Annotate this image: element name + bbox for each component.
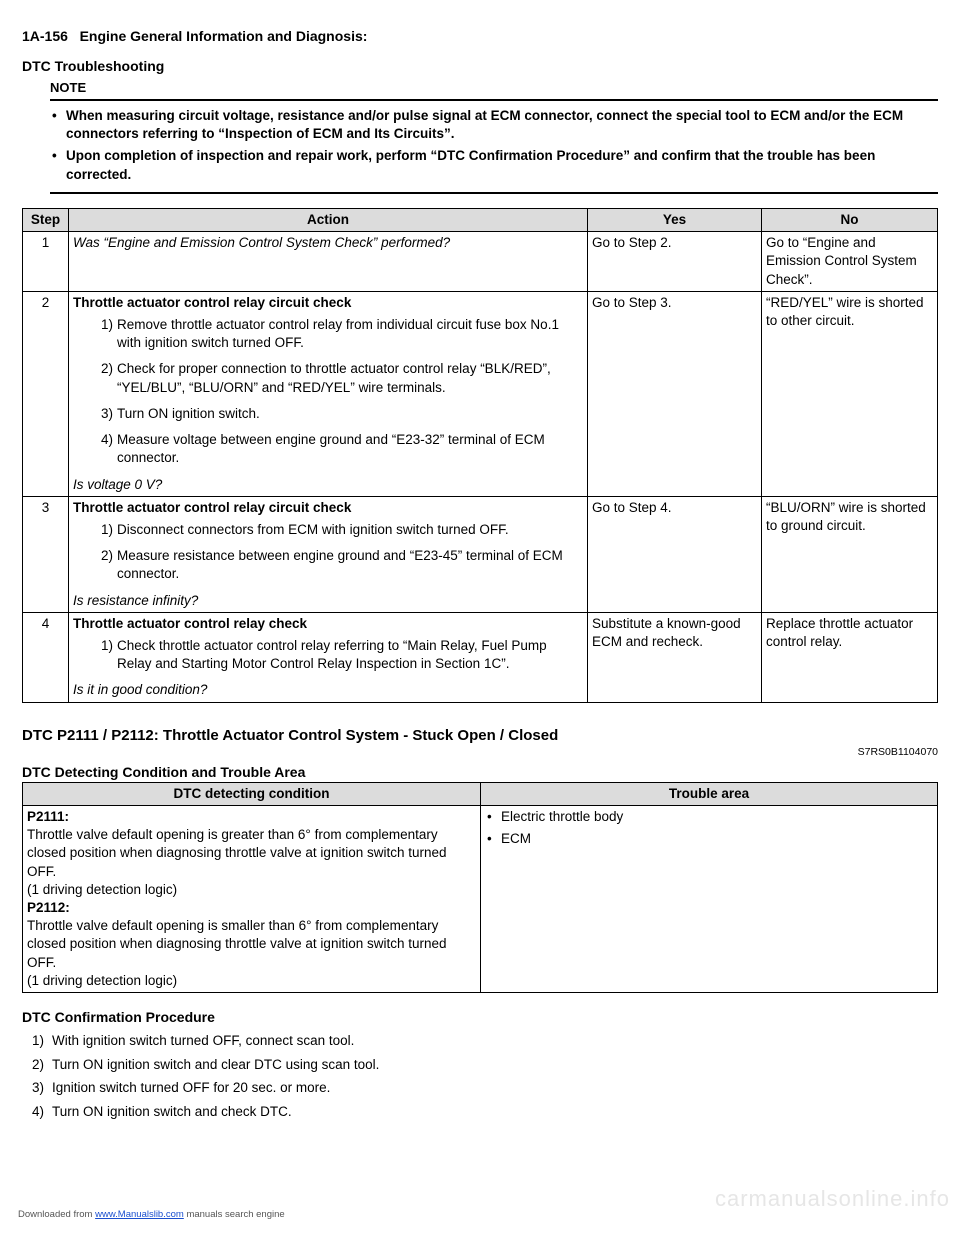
trouble-area-cell: Electric throttle body ECM [481, 805, 938, 992]
note-block: NOTE When measuring circuit voltage, res… [50, 80, 938, 194]
trouble-area-item: Electric throttle body [485, 808, 933, 826]
action-title: Throttle actuator control relay circuit … [73, 294, 583, 312]
confirm-text: Ignition switch turned OFF for 20 sec. o… [52, 1080, 330, 1095]
col-trouble-area: Trouble area [481, 782, 938, 805]
footer-link[interactable]: www.Manualslib.com [95, 1209, 184, 1220]
note-label: NOTE [50, 80, 938, 95]
action-title: Throttle actuator control relay check [73, 615, 583, 633]
col-step: Step [23, 208, 69, 231]
step-cell: 4 [23, 612, 69, 702]
table-row: P2111: Throttle valve default opening is… [23, 805, 938, 992]
substep-text: Check for proper connection to throttle … [117, 361, 551, 394]
table-row: Step Action Yes No [23, 208, 938, 231]
table-row: 1 Was “Engine and Emission Control Syste… [23, 232, 938, 292]
action-substeps: 1Disconnect connectors from ECM with ign… [73, 521, 583, 584]
substep: 1Check throttle actuator control relay r… [91, 637, 583, 673]
col-no: No [762, 208, 938, 231]
substep-text: Measure voltage between engine ground an… [117, 432, 545, 465]
no-cell: Go to “Engine and Emission Control Syste… [762, 232, 938, 292]
action-cell: Throttle actuator control relay check 1C… [69, 612, 588, 702]
p2111-logic: (1 driving detection logic) [27, 881, 476, 899]
page-id: 1A-156 [22, 28, 68, 44]
substep: 2Check for proper connection to throttle… [91, 360, 583, 396]
confirm-item: 3)Ignition switch turned OFF for 20 sec.… [32, 1078, 938, 1098]
col-action: Action [69, 208, 588, 231]
table-row: 4 Throttle actuator control relay check … [23, 612, 938, 702]
page-title: Engine General Information and Diagnosis… [80, 28, 368, 44]
substep: 1Remove throttle actuator control relay … [91, 316, 583, 352]
substep-text: Measure resistance between engine ground… [117, 548, 563, 581]
action-question: Was “Engine and Emission Control System … [73, 235, 450, 250]
note-item: When measuring circuit voltage, resistan… [52, 107, 936, 143]
trouble-area-list: Electric throttle body ECM [485, 808, 933, 848]
note-rule-top [50, 99, 938, 101]
confirm-item: 4)Turn ON ignition switch and check DTC. [32, 1102, 938, 1122]
substep: 2Measure resistance between engine groun… [91, 547, 583, 583]
dtc-condition-table: DTC detecting condition Trouble area P21… [22, 782, 938, 993]
step-cell: 2 [23, 291, 69, 496]
p2112-logic: (1 driving detection logic) [27, 972, 476, 990]
note-rule-bottom [50, 192, 938, 194]
confirm-item: 1)With ignition switch turned OFF, conne… [32, 1031, 938, 1051]
footer: Downloaded from www.Manualslib.com manua… [18, 1209, 285, 1220]
section2-title: DTC P2111 / P2112: Throttle Actuator Con… [22, 727, 938, 744]
section1-title: DTC Troubleshooting [22, 58, 938, 74]
confirm-title: DTC Confirmation Procedure [22, 1009, 938, 1025]
table-row: 2 Throttle actuator control relay circui… [23, 291, 938, 496]
action-substeps: 1Check throttle actuator control relay r… [73, 637, 583, 673]
footer-prefix: Downloaded from [18, 1209, 95, 1220]
p2111-label: P2111: [27, 808, 476, 826]
page-header: 1A-156 Engine General Information and Di… [22, 28, 938, 44]
col-yes: Yes [588, 208, 762, 231]
note-item: Upon completion of inspection and repair… [52, 147, 936, 183]
note-list: When measuring circuit voltage, resistan… [50, 107, 938, 184]
action-substeps: 1Remove throttle actuator control relay … [73, 316, 583, 468]
troubleshooting-table: Step Action Yes No 1 Was “Engine and Emi… [22, 208, 938, 703]
action-question: Is resistance infinity? [73, 592, 583, 610]
step-cell: 1 [23, 232, 69, 292]
substep: 4Measure voltage between engine ground a… [91, 431, 583, 467]
page-container: 1A-156 Engine General Information and Di… [0, 0, 960, 1242]
table-row: 3 Throttle actuator control relay circui… [23, 496, 938, 612]
col-condition: DTC detecting condition [23, 782, 481, 805]
confirm-list: 1)With ignition switch turned OFF, conne… [22, 1031, 938, 1121]
p2111-text: Throttle valve default opening is greate… [27, 826, 476, 881]
action-question: Is voltage 0 V? [73, 476, 583, 494]
substep-text: Remove throttle actuator control relay f… [117, 317, 559, 350]
yes-cell: Go to Step 3. [588, 291, 762, 496]
no-cell: “RED/YEL” wire is shorted to other circu… [762, 291, 938, 496]
yes-cell: Substitute a known-good ECM and recheck. [588, 612, 762, 702]
action-cell: Throttle actuator control relay circuit … [69, 291, 588, 496]
confirm-item: 2)Turn ON ignition switch and clear DTC … [32, 1055, 938, 1075]
yes-cell: Go to Step 4. [588, 496, 762, 612]
section2-subtitle: DTC Detecting Condition and Trouble Area [22, 764, 938, 780]
action-question: Is it in good condition? [73, 681, 583, 699]
confirm-text: With ignition switch turned OFF, connect… [52, 1033, 354, 1048]
trouble-area-item: ECM [485, 830, 933, 848]
table-row: DTC detecting condition Trouble area [23, 782, 938, 805]
document-code: S7RS0B1104070 [22, 746, 938, 758]
confirm-text: Turn ON ignition switch and check DTC. [52, 1104, 292, 1119]
action-cell: Was “Engine and Emission Control System … [69, 232, 588, 292]
action-cell: Throttle actuator control relay circuit … [69, 496, 588, 612]
no-cell: “BLU/ORN” wire is shorted to ground circ… [762, 496, 938, 612]
p2112-text: Throttle valve default opening is smalle… [27, 917, 476, 972]
confirm-text: Turn ON ignition switch and clear DTC us… [52, 1057, 379, 1072]
no-cell: Replace throttle actuator control relay. [762, 612, 938, 702]
p2112-label: P2112: [27, 899, 476, 917]
step-cell: 3 [23, 496, 69, 612]
watermark: carmanualsonline.info [715, 1186, 950, 1212]
yes-cell: Go to Step 2. [588, 232, 762, 292]
condition-cell: P2111: Throttle valve default opening is… [23, 805, 481, 992]
action-title: Throttle actuator control relay circuit … [73, 499, 583, 517]
substep-text: Check throttle actuator control relay re… [117, 638, 547, 671]
substep: 3Turn ON ignition switch. [91, 405, 583, 423]
substep: 1Disconnect connectors from ECM with ign… [91, 521, 583, 539]
substep-text: Turn ON ignition switch. [117, 406, 260, 421]
substep-text: Disconnect connectors from ECM with igni… [117, 522, 509, 537]
footer-suffix: manuals search engine [184, 1209, 285, 1220]
